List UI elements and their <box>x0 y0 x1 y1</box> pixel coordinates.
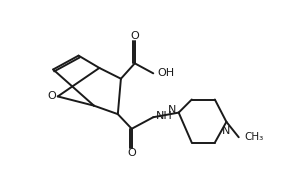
Text: CH₃: CH₃ <box>244 132 263 142</box>
Text: O: O <box>127 148 136 158</box>
Text: N: N <box>222 126 231 136</box>
Text: O: O <box>47 91 56 101</box>
Text: OH: OH <box>158 68 175 78</box>
Text: O: O <box>130 31 139 41</box>
Text: N: N <box>168 105 176 115</box>
Text: NH: NH <box>156 111 172 121</box>
